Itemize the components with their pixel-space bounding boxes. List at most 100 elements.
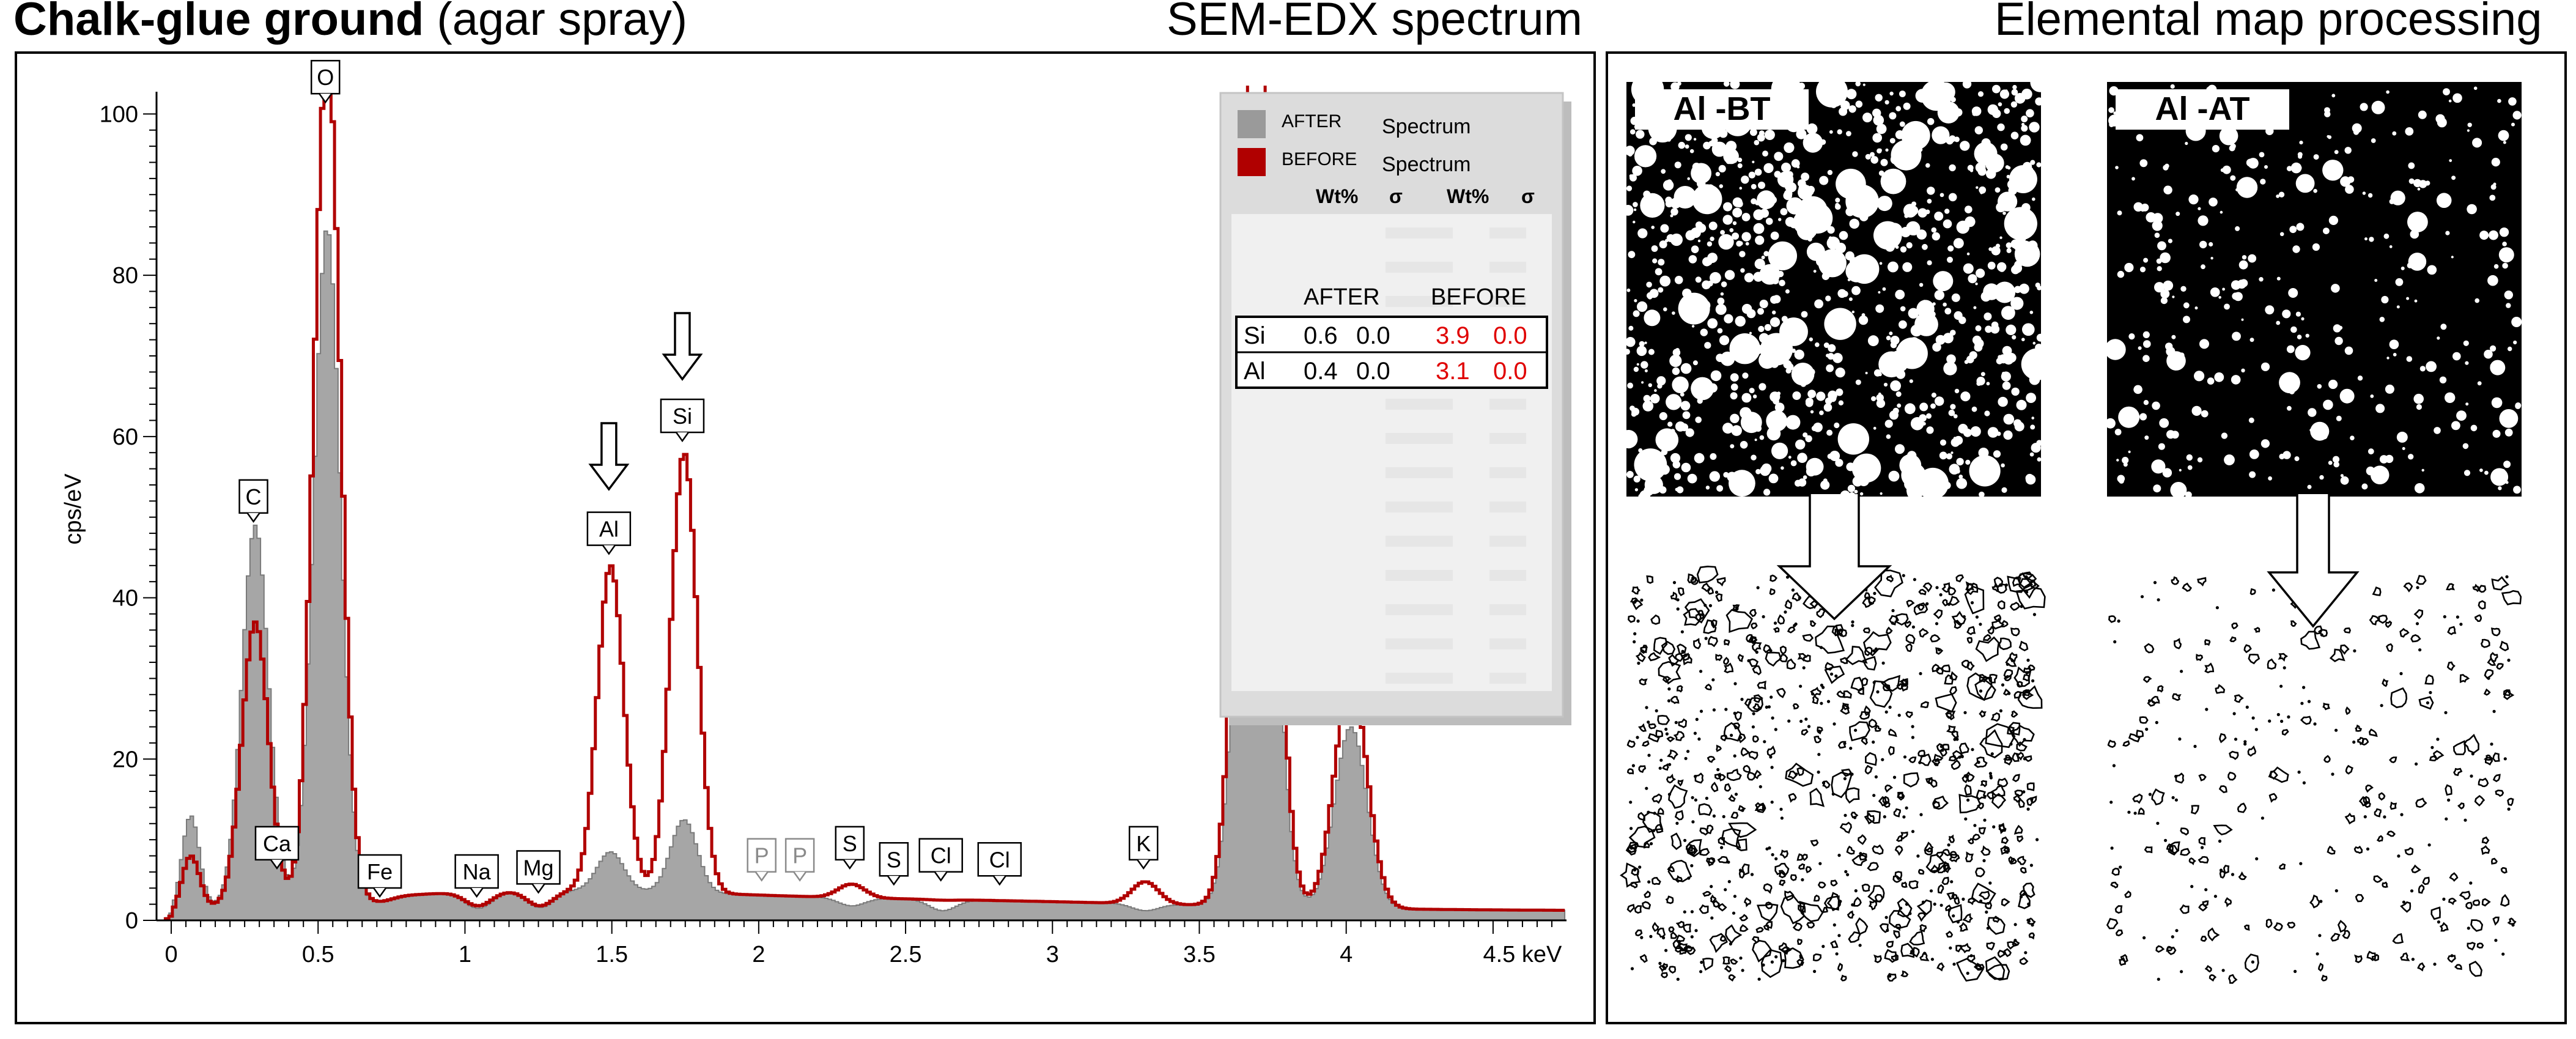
map-speck xyxy=(1625,337,1636,347)
outline-dot xyxy=(1872,794,1876,797)
outline-blob xyxy=(1935,667,1944,675)
outline-dot xyxy=(1826,700,1831,703)
map-speck xyxy=(1953,238,1964,249)
outline-blob xyxy=(1906,599,1915,608)
map-speck xyxy=(1900,306,1906,312)
outline-blob xyxy=(1774,862,1790,877)
outline-dot xyxy=(1872,649,1876,653)
map-speck xyxy=(2508,97,2517,106)
outline-blob xyxy=(1867,810,1881,824)
outline-blob xyxy=(2238,871,2247,881)
ghost-cell xyxy=(1489,570,1526,581)
map-speck xyxy=(2000,143,2008,151)
outline-blob xyxy=(1987,626,1995,635)
map-speck xyxy=(1823,342,1829,348)
map-speck xyxy=(1865,372,1868,374)
outline-dot xyxy=(1851,903,1854,907)
outline-dot xyxy=(2429,690,2432,695)
map-speck xyxy=(2462,443,2469,449)
peak-label-o: O xyxy=(310,59,341,104)
map-speck xyxy=(2361,483,2368,490)
map-speck xyxy=(1636,130,1645,139)
outline-blob xyxy=(2481,845,2490,856)
outline-blob xyxy=(1917,912,1927,922)
outline-dot xyxy=(2447,798,2451,802)
map-speck xyxy=(1803,475,1807,479)
map-speck xyxy=(2238,260,2248,270)
map-speck xyxy=(1721,281,1727,287)
outline-blob xyxy=(2012,940,2020,947)
map-speck xyxy=(1806,242,1825,261)
map-speck xyxy=(1730,373,1739,382)
outline-blob xyxy=(2171,576,2180,585)
outline-blob xyxy=(1712,900,1720,908)
map-speck xyxy=(1904,403,1916,415)
map-speck xyxy=(1657,383,1663,389)
outline-blob xyxy=(2110,881,2119,889)
map-speck xyxy=(1828,312,1832,317)
outline-blob xyxy=(1888,615,1900,626)
map-speck xyxy=(1741,232,1751,242)
outline-blob xyxy=(1845,787,1860,804)
peak-label-pointer xyxy=(470,887,484,898)
peak-label-pointer xyxy=(319,93,333,104)
outline-dot xyxy=(2140,595,2144,599)
outline-dot xyxy=(1769,649,1773,653)
outline-blob xyxy=(1886,574,1894,583)
outline-dot xyxy=(2331,772,2334,776)
outline-dot xyxy=(1802,666,1806,670)
outline-dot xyxy=(1897,714,1901,717)
map-speck xyxy=(1739,187,1743,190)
map-speck xyxy=(1981,148,1985,152)
map-speck xyxy=(1907,451,1917,460)
map-speck xyxy=(1972,111,1977,116)
outline-dot xyxy=(1751,725,1755,729)
map-speck xyxy=(1977,91,1984,97)
map-speck xyxy=(1985,153,2004,173)
outline-dot xyxy=(2231,873,2235,876)
outline-blob xyxy=(2010,710,2018,718)
map-speck xyxy=(2290,162,2302,174)
map-speck xyxy=(2010,193,2014,196)
outline-dot xyxy=(2023,738,2026,741)
outline-dot xyxy=(1787,719,1791,723)
outline-blob xyxy=(2373,875,2383,883)
map-speck xyxy=(1811,426,1817,431)
map-speck xyxy=(2439,376,2447,383)
map-speck xyxy=(1826,353,1829,358)
outline-dot xyxy=(2445,817,2448,821)
map-speck xyxy=(1993,450,2001,458)
map-speck xyxy=(2022,161,2032,172)
map-speck xyxy=(2201,410,2209,418)
map-speck xyxy=(2396,305,2400,309)
map-speck xyxy=(1901,462,1926,488)
outline-dot xyxy=(1913,578,1916,582)
outline-blob xyxy=(1698,803,1713,816)
map-speck xyxy=(2220,210,2223,214)
map-speck xyxy=(2364,237,2367,241)
outline-blob xyxy=(2013,793,2021,803)
map-speck xyxy=(2408,454,2414,460)
outline-blob xyxy=(2478,777,2489,788)
outline-blob xyxy=(1887,972,1897,982)
outline-blob xyxy=(1754,769,1762,780)
map-speck xyxy=(1808,248,1812,253)
outline-dot xyxy=(1952,963,1956,966)
outline-blob xyxy=(1932,800,1941,808)
binary-map xyxy=(1626,82,2041,497)
outline-blob xyxy=(2490,652,2498,662)
map-speck xyxy=(1658,259,1665,266)
map-speck xyxy=(1851,286,1861,295)
peak-label-cl: Cl xyxy=(918,838,963,882)
outline-dot xyxy=(1807,725,1811,728)
map-speck xyxy=(1725,359,1732,366)
outline-dot xyxy=(1962,897,1965,901)
map-speck xyxy=(1667,138,1671,142)
map-speck xyxy=(2001,463,2005,468)
map-speck xyxy=(1946,338,1949,341)
map-speck xyxy=(1681,462,1691,473)
map-speck xyxy=(1927,199,1932,204)
outline-blob xyxy=(1941,744,1950,750)
map-speck xyxy=(2493,264,2499,269)
peak-label-pointer xyxy=(755,871,769,882)
